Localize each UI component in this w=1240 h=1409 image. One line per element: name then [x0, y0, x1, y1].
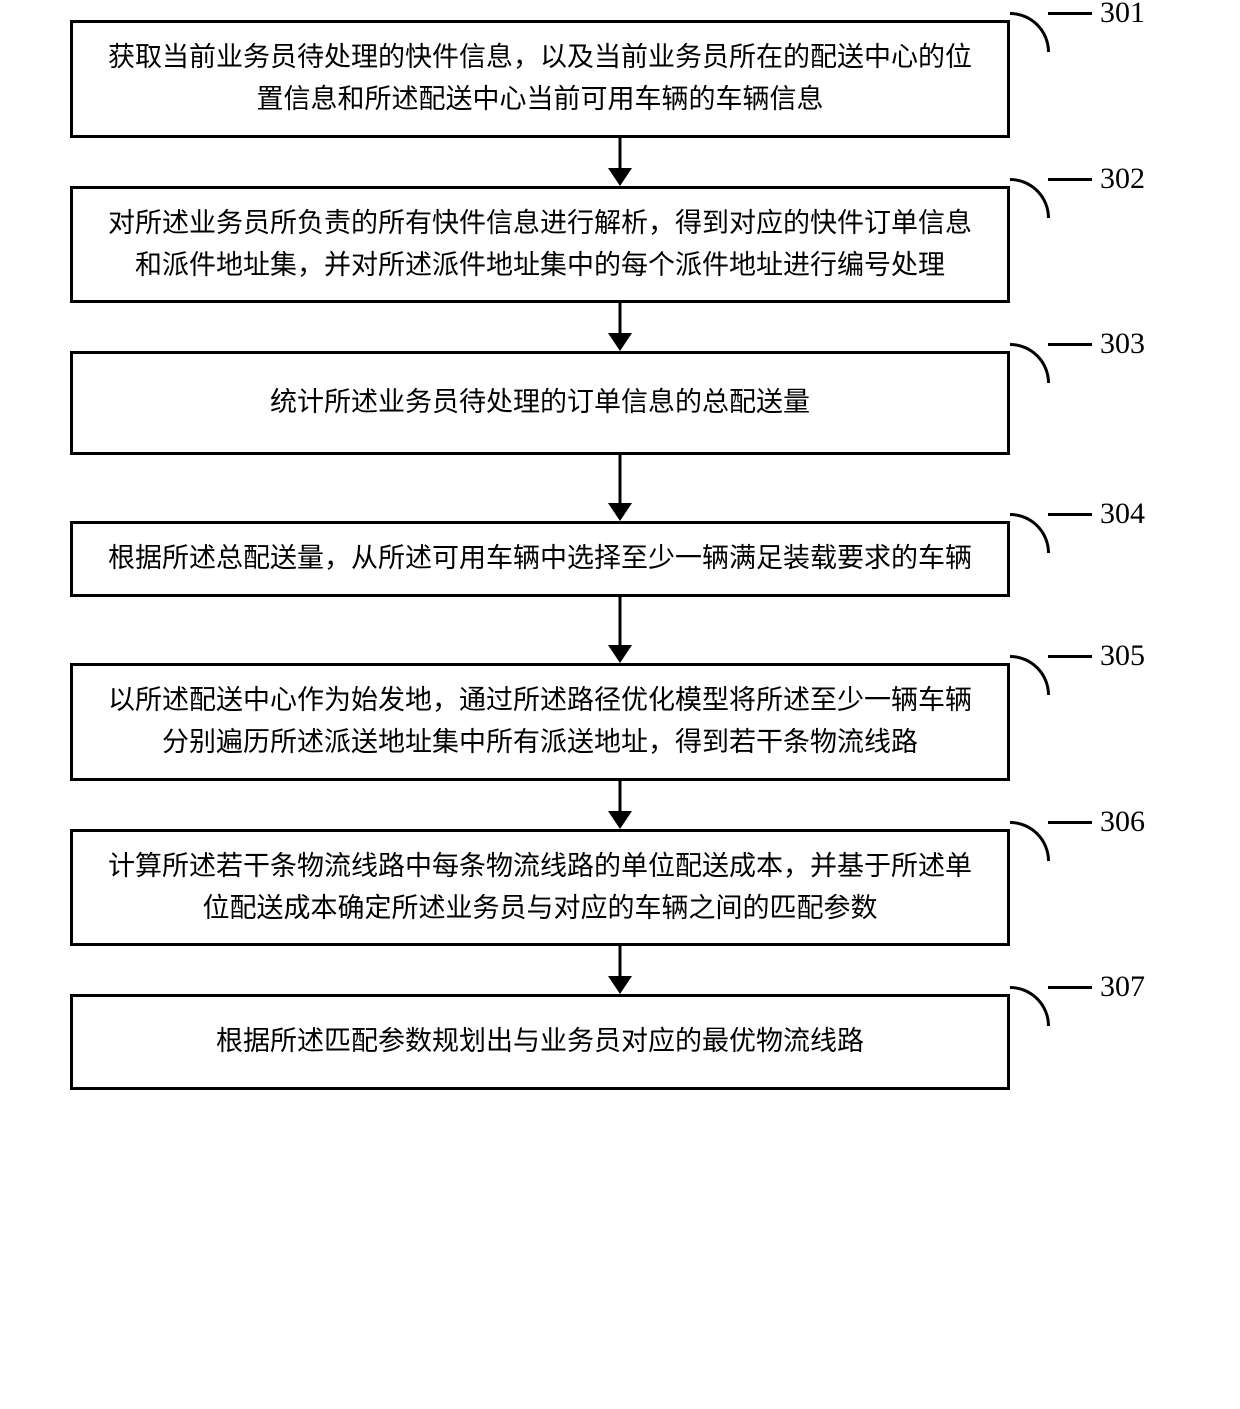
step-row: 统计所述业务员待处理的订单信息的总配送量 303 [40, 351, 1200, 455]
step-row: 获取当前业务员待处理的快件信息，以及当前业务员所在的配送中心的位置信息和所述配送… [40, 20, 1200, 138]
arrow-connector [40, 455, 1200, 521]
step-text: 对所述业务员所负责的所有快件信息进行解析，得到对应的快件订单信息和派件地址集，并… [97, 203, 983, 287]
step-label: 302 [1100, 162, 1145, 196]
step-box-302: 对所述业务员所负责的所有快件信息进行解析，得到对应的快件订单信息和派件地址集，并… [70, 186, 1010, 304]
arrow-connector [40, 946, 1200, 994]
step-text: 根据所述总配送量，从所述可用车辆中选择至少一辆满足装载要求的车辆 [108, 538, 972, 580]
step-row: 根据所述总配送量，从所述可用车辆中选择至少一辆满足装载要求的车辆 304 [40, 521, 1200, 597]
leader-line [1048, 821, 1092, 824]
step-text: 计算所述若干条物流线路中每条物流线路的单位配送成本，并基于所述单位配送成本确定所… [97, 846, 983, 930]
arrow-down-icon [605, 781, 635, 829]
leader-line [1048, 986, 1092, 989]
step-text: 获取当前业务员待处理的快件信息，以及当前业务员所在的配送中心的位置信息和所述配送… [97, 37, 983, 121]
arrow-connector [40, 303, 1200, 351]
arrow-down-icon [605, 138, 635, 186]
leader-curve [1010, 12, 1050, 52]
step-box-304: 根据所述总配送量，从所述可用车辆中选择至少一辆满足装载要求的车辆 [70, 521, 1010, 597]
arrow-connector [40, 781, 1200, 829]
step-label: 301 [1100, 0, 1145, 30]
arrow-down-icon [605, 946, 635, 994]
step-label: 303 [1100, 327, 1145, 361]
step-box-301: 获取当前业务员待处理的快件信息，以及当前业务员所在的配送中心的位置信息和所述配送… [70, 20, 1010, 138]
step-box-306: 计算所述若干条物流线路中每条物流线路的单位配送成本，并基于所述单位配送成本确定所… [70, 829, 1010, 947]
step-box-307: 根据所述匹配参数规划出与业务员对应的最优物流线路 [70, 994, 1010, 1090]
arrow-connector [40, 138, 1200, 186]
step-row: 以所述配送中心作为始发地，通过所述路径优化模型将所述至少一辆车辆分别遍历所述派送… [40, 663, 1200, 781]
step-box-303: 统计所述业务员待处理的订单信息的总配送量 [70, 351, 1010, 455]
arrow-down-icon [605, 597, 635, 663]
leader-line [1048, 655, 1092, 658]
step-text: 以所述配送中心作为始发地，通过所述路径优化模型将所述至少一辆车辆分别遍历所述派送… [97, 680, 983, 764]
step-label: 307 [1100, 970, 1145, 1004]
arrow-connector [40, 597, 1200, 663]
leader-line [1048, 343, 1092, 346]
step-label: 304 [1100, 497, 1145, 531]
flowchart-container: 获取当前业务员待处理的快件信息，以及当前业务员所在的配送中心的位置信息和所述配送… [40, 20, 1200, 1090]
step-row: 计算所述若干条物流线路中每条物流线路的单位配送成本，并基于所述单位配送成本确定所… [40, 829, 1200, 947]
step-row: 对所述业务员所负责的所有快件信息进行解析，得到对应的快件订单信息和派件地址集，并… [40, 186, 1200, 304]
leader-line [1048, 178, 1092, 181]
step-row: 根据所述匹配参数规划出与业务员对应的最优物流线路 307 [40, 994, 1200, 1090]
arrow-down-icon [605, 455, 635, 521]
step-text: 统计所述业务员待处理的订单信息的总配送量 [270, 382, 810, 424]
step-label: 306 [1100, 805, 1145, 839]
step-label: 305 [1100, 639, 1145, 673]
leader-line [1048, 12, 1092, 15]
step-text: 根据所述匹配参数规划出与业务员对应的最优物流线路 [216, 1021, 864, 1063]
step-box-305: 以所述配送中心作为始发地，通过所述路径优化模型将所述至少一辆车辆分别遍历所述派送… [70, 663, 1010, 781]
leader-line [1048, 513, 1092, 516]
arrow-down-icon [605, 303, 635, 351]
